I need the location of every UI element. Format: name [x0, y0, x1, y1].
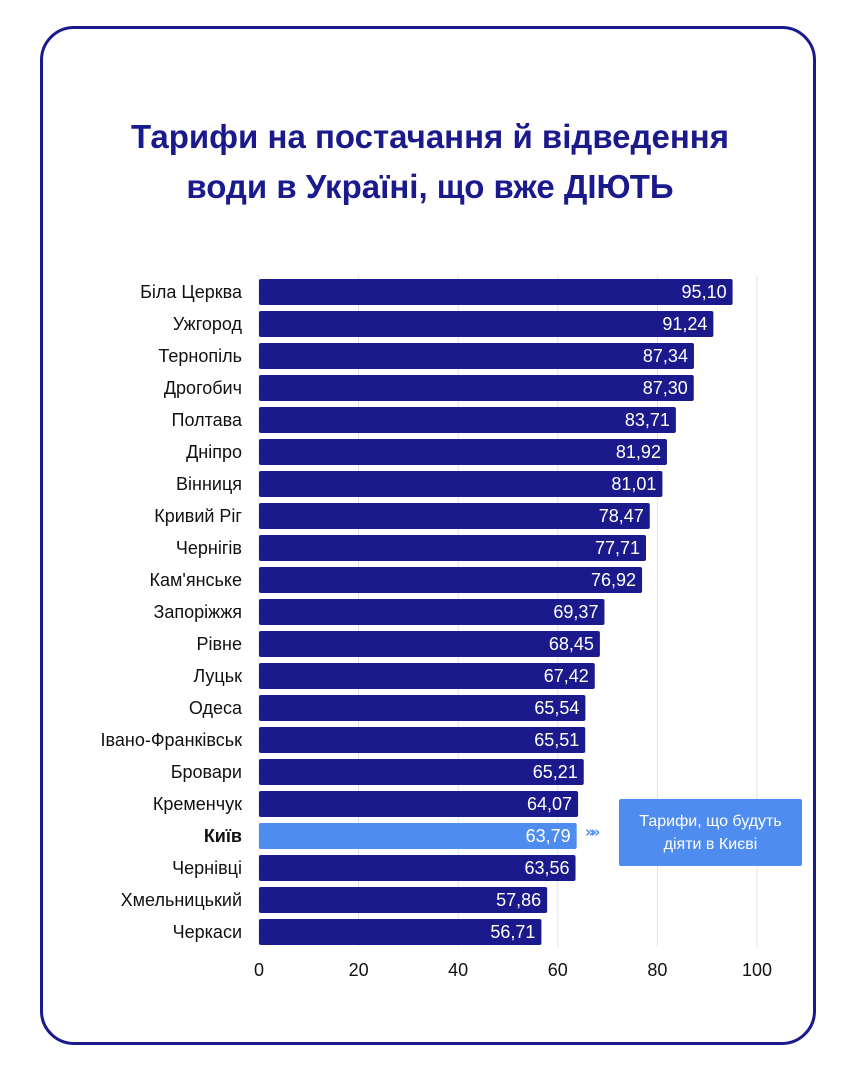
category-label: Київ: [204, 826, 242, 846]
x-tick-label: 20: [349, 960, 369, 980]
x-tick-label: 0: [254, 960, 264, 980]
value-label: 87,34: [643, 346, 688, 366]
bar: [259, 727, 586, 753]
category-label: Полтава: [172, 410, 243, 430]
category-label: Кременчук: [153, 794, 242, 814]
x-tick-label: 80: [647, 960, 667, 980]
category-label: Рівне: [196, 634, 242, 654]
bar: [259, 567, 643, 593]
bar: [259, 311, 714, 337]
bar: [259, 663, 595, 689]
value-label: 77,71: [595, 538, 640, 558]
chart-title: Тарифи на постачання й відведення води в…: [40, 112, 820, 212]
value-label: 76,92: [591, 570, 636, 590]
value-label: 83,71: [625, 410, 670, 430]
bar: [259, 407, 676, 433]
bar: [259, 599, 605, 625]
value-label: 65,21: [533, 762, 578, 782]
bar: [259, 823, 577, 849]
category-label: Чернігів: [176, 538, 242, 558]
value-label: 67,42: [544, 666, 589, 686]
bar: [259, 439, 667, 465]
bar: [259, 695, 586, 721]
value-label: 87,30: [643, 378, 688, 398]
bar: [259, 503, 650, 529]
chart-title-line-1: Тарифи на постачання й відведення: [131, 118, 729, 155]
category-label: Ужгород: [173, 314, 243, 334]
category-label: Івано-Франківськ: [101, 730, 243, 750]
value-label: 63,79: [526, 826, 571, 846]
value-label: 68,45: [549, 634, 594, 654]
category-label: Дрогобич: [164, 378, 242, 398]
value-label: 65,51: [534, 730, 579, 750]
callout-arrow-icon: »»: [585, 823, 600, 841]
category-label: Одеса: [189, 698, 243, 718]
callout-line-2: діяти в Києві: [663, 835, 758, 853]
bar: [259, 343, 694, 369]
bar: [259, 279, 733, 305]
chart-title-line-2: води в Україні, що вже ДІЮТЬ: [186, 168, 674, 205]
bar: [259, 791, 579, 817]
x-tick-label: 40: [448, 960, 468, 980]
value-label: 65,54: [534, 698, 579, 718]
category-label: Вінниця: [176, 474, 242, 494]
callout-line-1: Тарифи, що будуть: [639, 812, 782, 830]
value-label: 57,86: [496, 890, 541, 910]
category-label: Кривий Ріг: [154, 506, 242, 526]
bar: [259, 887, 548, 913]
bar: [259, 855, 576, 881]
value-label: 69,37: [553, 602, 598, 622]
bar: [259, 759, 584, 785]
value-label: 81,92: [616, 442, 661, 462]
category-label: Чернівці: [172, 858, 242, 878]
category-label: Кам'янське: [150, 570, 242, 590]
value-label: 81,01: [611, 474, 656, 494]
category-label: Хмельницький: [121, 890, 242, 910]
value-label: 56,71: [490, 922, 535, 942]
category-label: Запоріжжя: [154, 602, 242, 622]
value-label: 63,56: [524, 858, 569, 878]
category-label: Тернопіль: [158, 346, 242, 366]
bar: [259, 471, 663, 497]
kyiv-callout: Тарифи, що будуть діяти в Києві: [619, 799, 802, 866]
bar: [259, 631, 600, 657]
value-label: 95,10: [682, 282, 727, 302]
category-label: Дніпро: [186, 442, 242, 462]
category-label: Черкаси: [173, 922, 242, 942]
category-label: Луцьк: [193, 666, 242, 686]
bar: [259, 919, 542, 945]
category-label: Бровари: [171, 762, 242, 782]
value-label: 91,24: [662, 314, 707, 334]
category-label: Біла Церква: [140, 282, 243, 302]
value-label: 64,07: [527, 794, 572, 814]
x-tick-label: 60: [548, 960, 568, 980]
value-label: 78,47: [599, 506, 644, 526]
bar: [259, 375, 694, 401]
x-tick-label: 100: [742, 960, 772, 980]
bar: [259, 535, 646, 561]
